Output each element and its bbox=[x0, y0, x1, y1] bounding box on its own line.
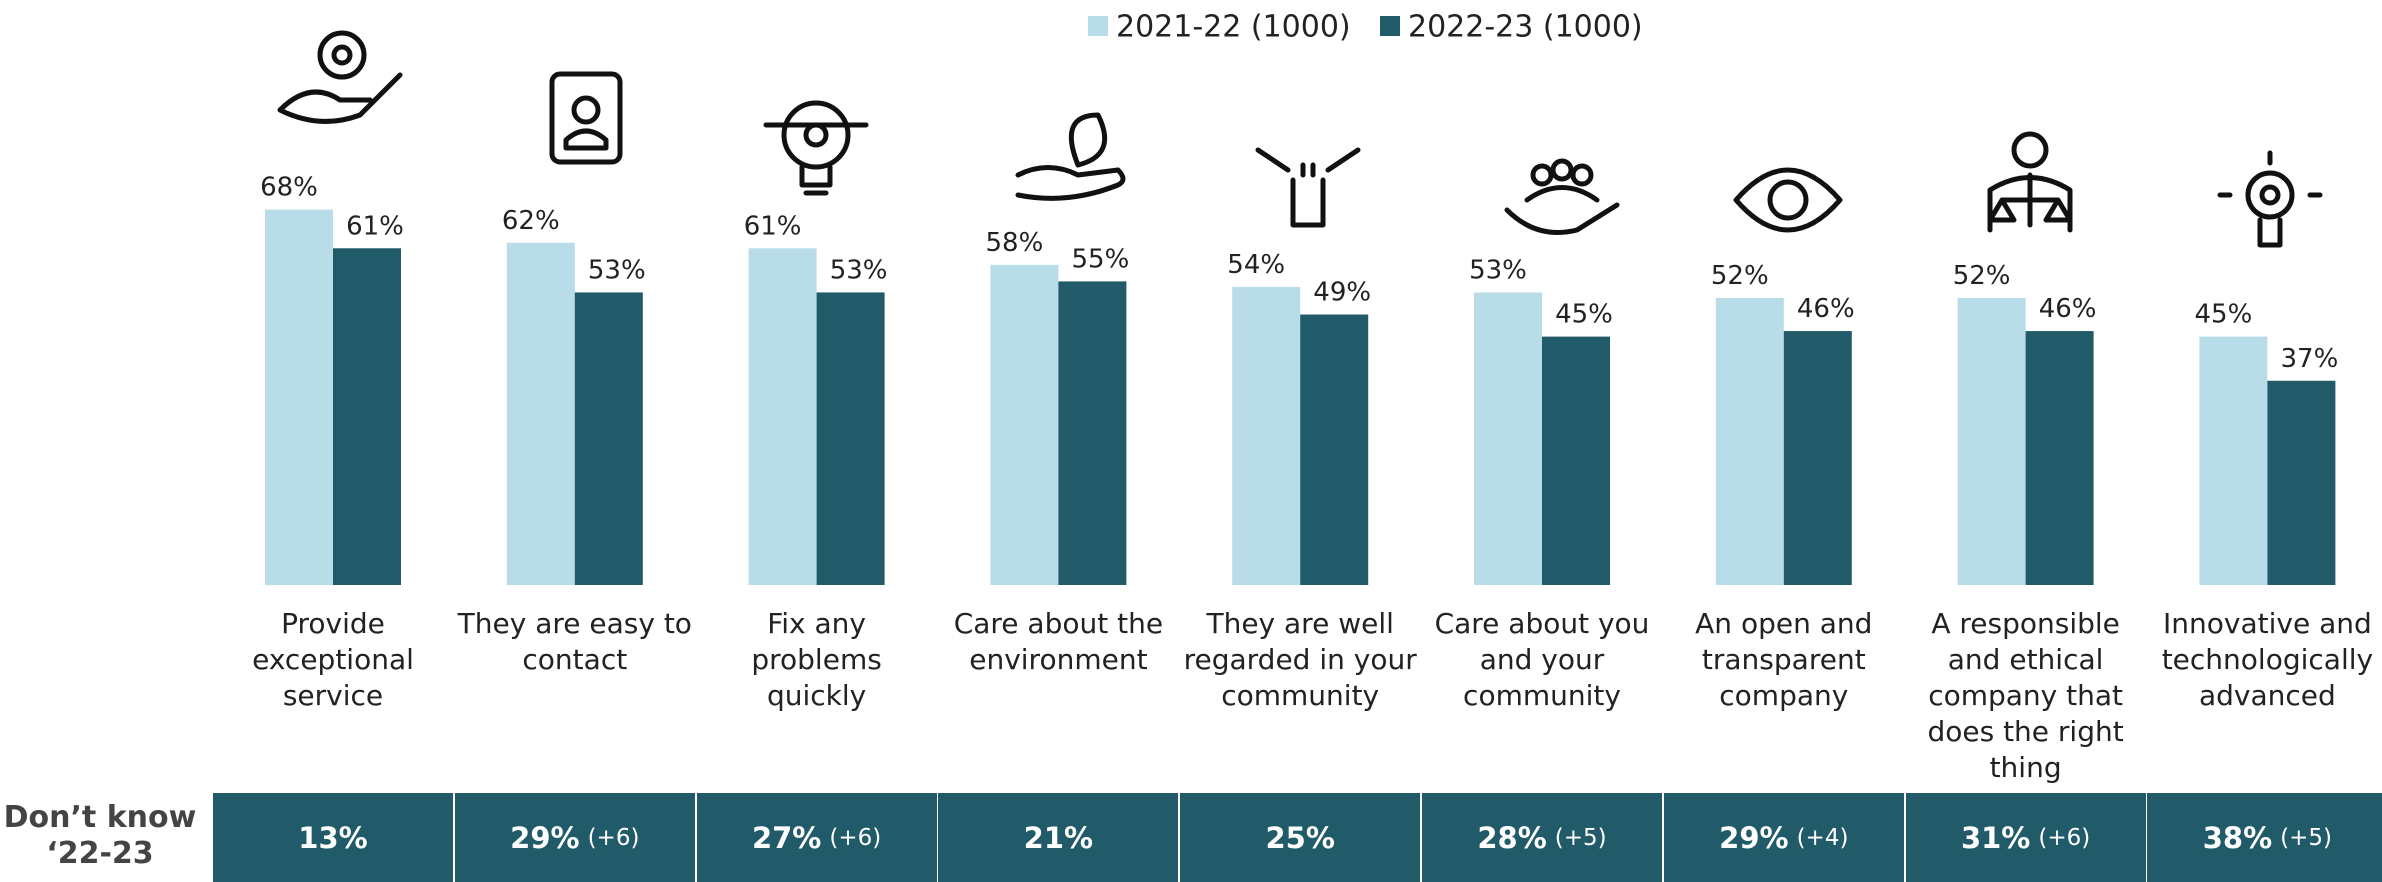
icon-community bbox=[1504, 158, 1620, 235]
bar bbox=[2199, 336, 2268, 585]
x-tick-label: Provide exceptional service bbox=[252, 607, 414, 712]
value-label: 46% bbox=[1797, 294, 1855, 324]
icon-innovative bbox=[2217, 150, 2323, 248]
icon-environment bbox=[1015, 112, 1126, 201]
x-tick-label: Fix any problems quickly bbox=[751, 607, 882, 712]
value-label: 62% bbox=[502, 206, 560, 236]
x-tick-label: They are easy to contact bbox=[457, 607, 692, 676]
x-tick-label: Care about you and your community bbox=[1434, 607, 1650, 712]
value-label: 46% bbox=[2039, 294, 2097, 324]
bar bbox=[816, 292, 885, 585]
icon-regarded bbox=[1255, 147, 1361, 228]
dont-know-change: (+6) bbox=[829, 824, 882, 851]
x-tick-label: An open and transparent company bbox=[1695, 607, 1873, 712]
dont-know-cell: 38% (+5) bbox=[2147, 793, 2382, 882]
dont-know-value: 13% bbox=[298, 820, 368, 855]
icon-ethical bbox=[1987, 131, 2073, 233]
dont-know-value: 31% bbox=[1960, 820, 2031, 855]
bar bbox=[748, 248, 817, 585]
value-label: 53% bbox=[1469, 255, 1527, 285]
bar bbox=[506, 242, 575, 585]
icon-service bbox=[277, 30, 403, 124]
value-label: 52% bbox=[1953, 261, 2011, 291]
value-label: 45% bbox=[2195, 300, 2253, 330]
dont-know-value: 21% bbox=[1023, 820, 1094, 855]
icon-contact bbox=[549, 71, 623, 165]
value-label: 49% bbox=[1313, 278, 1371, 308]
value-label: 53% bbox=[830, 255, 888, 285]
bar bbox=[1542, 336, 1610, 585]
dont-know-cell: 27% (+6) bbox=[696, 793, 937, 882]
x-tick-label: They are well regarded in your community bbox=[1183, 607, 1417, 712]
bar bbox=[1715, 297, 1784, 585]
value-label: 58% bbox=[986, 228, 1044, 258]
value-label: 68% bbox=[260, 173, 318, 203]
legend-label: 2021-22 (1000) bbox=[1116, 10, 1351, 45]
value-label: 53% bbox=[588, 255, 646, 285]
bar bbox=[1300, 314, 1369, 585]
bar bbox=[265, 209, 333, 585]
dont-know-value: 29% bbox=[510, 820, 580, 855]
dont-know-value: 27% bbox=[751, 820, 822, 855]
dont-know-change: (+6) bbox=[587, 824, 640, 851]
dont-know-cell: 13% bbox=[213, 793, 453, 882]
bar bbox=[990, 264, 1059, 585]
bar bbox=[574, 292, 643, 585]
value-label: 45% bbox=[1555, 300, 1613, 330]
value-label: 54% bbox=[1227, 250, 1285, 280]
dont-know-value: 28% bbox=[1477, 820, 1547, 855]
legend-label: 2022-23 (1000) bbox=[1408, 10, 1643, 45]
value-label: 61% bbox=[744, 211, 802, 241]
dont-know-value: 29% bbox=[1719, 820, 1789, 855]
bar bbox=[1957, 297, 2026, 585]
bar bbox=[1232, 286, 1301, 585]
dont-know-change: (+5) bbox=[1554, 824, 1607, 851]
icons bbox=[277, 30, 2323, 248]
dont-know-change: (+4) bbox=[1796, 824, 1849, 851]
dont-know-cell: 25% bbox=[1180, 793, 1421, 882]
bar bbox=[333, 248, 401, 585]
icon-problems bbox=[763, 100, 869, 196]
dont-know-value: 38% bbox=[2202, 820, 2273, 855]
value-label: 52% bbox=[1711, 261, 1769, 291]
dont-know-cell: 31% (+6) bbox=[1905, 793, 2146, 882]
dont-know-cell: 29% (+6) bbox=[454, 793, 695, 882]
x-tick-label: Innovative and technologically advanced bbox=[2161, 607, 2374, 712]
bar bbox=[1474, 292, 1542, 585]
x-tick-label: A responsible and ethical company that d… bbox=[1927, 607, 2124, 784]
icon-transparent bbox=[1733, 167, 1843, 233]
x-tick-label: Care about the environment bbox=[953, 607, 1164, 676]
dont-know-change: (+6) bbox=[2038, 824, 2091, 851]
dont-know-cell: 21% bbox=[938, 793, 1179, 882]
bar bbox=[2025, 331, 2094, 585]
legend-swatch bbox=[1380, 16, 1400, 36]
value-label: 55% bbox=[1072, 244, 1130, 274]
row-label: Don’t know ‘22-23 bbox=[3, 800, 197, 871]
value-label: 37% bbox=[2281, 344, 2339, 374]
dont-know-cell: 29% (+4) bbox=[1663, 793, 1904, 882]
bar bbox=[1058, 281, 1127, 585]
dont-know-cell: 28% (+5) bbox=[1422, 793, 1662, 882]
legend-swatch bbox=[1088, 16, 1108, 36]
dont-know-value: 25% bbox=[1265, 820, 1335, 855]
value-label: 61% bbox=[346, 211, 404, 241]
bar bbox=[2267, 380, 2336, 585]
bar bbox=[1783, 331, 1852, 585]
dont-know-change: (+5) bbox=[2280, 824, 2333, 851]
